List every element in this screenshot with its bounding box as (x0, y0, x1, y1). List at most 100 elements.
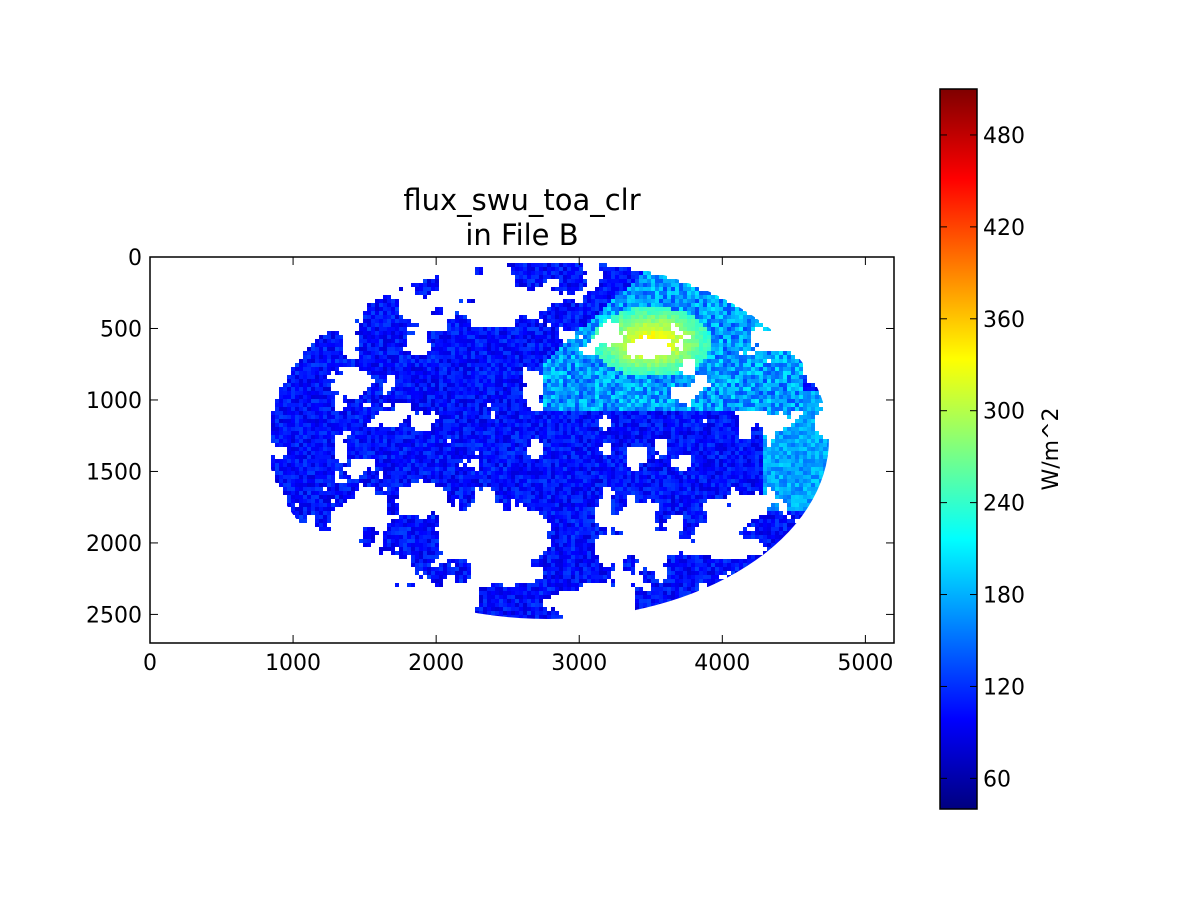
image-pixel (803, 395, 807, 399)
image-pixel (603, 351, 607, 355)
image-pixel (403, 339, 407, 343)
image-pixel (571, 267, 575, 271)
image-pixel (815, 459, 819, 463)
image-pixel (511, 379, 515, 383)
image-pixel (475, 383, 479, 387)
image-pixel (339, 371, 343, 375)
image-pixel (635, 415, 639, 419)
image-pixel (511, 411, 515, 415)
image-pixel (335, 351, 339, 355)
image-pixel (563, 363, 567, 367)
image-pixel (459, 471, 463, 475)
image-pixel (611, 399, 615, 403)
image-pixel (731, 447, 735, 451)
image-pixel (495, 399, 499, 403)
image-pixel (527, 283, 531, 287)
image-pixel (711, 295, 715, 299)
image-pixel (623, 379, 627, 383)
image-pixel (483, 431, 487, 435)
image-pixel (771, 379, 775, 383)
image-pixel (571, 463, 575, 467)
image-pixel (811, 411, 815, 415)
image-pixel (523, 471, 527, 475)
image-pixel (691, 327, 695, 331)
image-pixel (311, 439, 315, 443)
image-pixel (375, 439, 379, 443)
image-pixel (743, 467, 747, 471)
image-pixel (571, 395, 575, 399)
image-pixel (623, 411, 627, 415)
image-pixel (319, 419, 323, 423)
image-pixel (307, 475, 311, 479)
image-pixel (367, 411, 371, 415)
image-pixel (391, 475, 395, 479)
image-pixel (627, 299, 631, 303)
image-pixel (343, 439, 347, 443)
image-pixel (559, 423, 563, 427)
image-pixel (419, 467, 423, 471)
image-pixel (307, 363, 311, 367)
image-pixel (511, 443, 515, 447)
image-pixel (795, 455, 799, 459)
image-pixel (739, 387, 743, 391)
image-pixel (591, 355, 595, 359)
image-pixel (679, 307, 683, 311)
image-pixel (439, 351, 443, 355)
image-pixel (703, 367, 707, 371)
image-pixel (299, 427, 303, 431)
image-pixel (599, 291, 603, 295)
image-pixel (775, 371, 779, 375)
image-pixel (363, 351, 367, 355)
image-pixel (423, 291, 427, 295)
image-pixel (307, 459, 311, 463)
image-pixel (443, 415, 447, 419)
image-pixel (723, 459, 727, 463)
image-pixel (591, 431, 595, 435)
image-pixel (455, 339, 459, 343)
image-pixel (695, 319, 699, 323)
image-pixel (787, 451, 791, 455)
image-pixel (607, 459, 611, 463)
image-pixel (687, 323, 691, 327)
image-pixel (755, 407, 759, 411)
image-pixel (627, 395, 631, 399)
image-pixel (647, 463, 651, 467)
image-pixel (611, 275, 615, 279)
image-pixel (711, 359, 715, 363)
image-pixel (659, 399, 663, 403)
image-pixel (783, 363, 787, 367)
image-pixel (299, 379, 303, 383)
image-pixel (419, 447, 423, 451)
image-pixel (443, 455, 447, 459)
image-pixel (587, 423, 591, 427)
image-pixel (539, 359, 543, 363)
image-pixel (295, 467, 299, 471)
image-pixel (595, 443, 599, 447)
image-pixel (507, 371, 511, 375)
image-pixel (583, 327, 587, 331)
image-pixel (279, 471, 283, 475)
image-pixel (703, 295, 707, 299)
image-pixel (719, 343, 723, 347)
image-pixel (559, 291, 563, 295)
image-pixel (531, 287, 535, 291)
image-pixel (575, 455, 579, 459)
image-pixel (691, 331, 695, 335)
image-pixel (547, 367, 551, 371)
image-pixel (435, 383, 439, 387)
image-pixel (555, 311, 559, 315)
image-pixel (651, 403, 655, 407)
image-pixel (759, 451, 763, 455)
image-pixel (795, 387, 799, 391)
image-pixel (319, 387, 323, 391)
image-pixel (607, 403, 611, 407)
image-pixel (379, 335, 383, 339)
image-pixel (755, 375, 759, 379)
image-pixel (819, 399, 823, 403)
image-pixel (399, 475, 403, 479)
image-pixel (315, 379, 319, 383)
image-pixel (371, 315, 375, 319)
image-pixel (767, 383, 771, 387)
image-pixel (303, 407, 307, 411)
image-pixel (483, 375, 487, 379)
